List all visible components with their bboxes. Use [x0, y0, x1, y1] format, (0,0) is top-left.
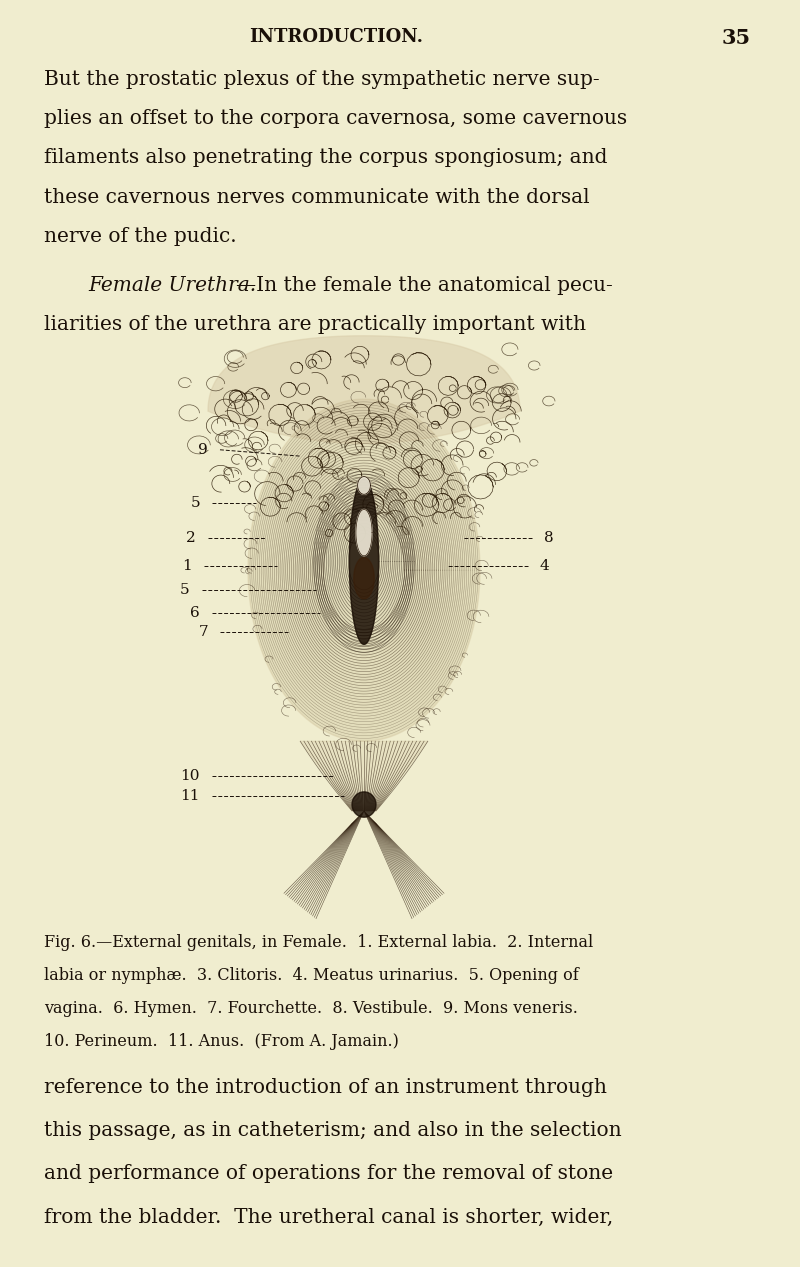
- Text: 6: 6: [190, 607, 200, 621]
- Polygon shape: [358, 476, 370, 494]
- Text: But the prostatic plexus of the sympathetic nerve sup-: But the prostatic plexus of the sympathe…: [44, 70, 600, 89]
- Text: 10. Perineum.  11. Anus.  (From A. Jamain.): 10. Perineum. 11. Anus. (From A. Jamain.…: [44, 1033, 399, 1049]
- Text: 8: 8: [544, 531, 554, 545]
- Text: filaments also penetrating the corpus spongiosum; and: filaments also penetrating the corpus sp…: [44, 148, 607, 167]
- Text: labia or nymphæ.  3. Clitoris.  4. Meatus urinarius.  5. Opening of: labia or nymphæ. 3. Clitoris. 4. Meatus …: [44, 967, 578, 983]
- Text: these cavernous nerves communicate with the dorsal: these cavernous nerves communicate with …: [44, 188, 590, 207]
- Polygon shape: [352, 792, 376, 817]
- Polygon shape: [248, 399, 480, 741]
- Text: and performance of operations for the removal of stone: and performance of operations for the re…: [44, 1164, 613, 1183]
- Text: 2: 2: [186, 531, 196, 545]
- Text: plies an offset to the corpora cavernosa, some cavernous: plies an offset to the corpora cavernosa…: [44, 109, 627, 128]
- Text: 9: 9: [198, 442, 208, 457]
- Polygon shape: [356, 509, 372, 556]
- Text: vagina.  6. Hymen.  7. Fourchette.  8. Vestibule.  9. Mons veneris.: vagina. 6. Hymen. 7. Fourchette. 8. Vest…: [44, 1000, 578, 1016]
- Text: this passage, as in catheterism; and also in the selection: this passage, as in catheterism; and als…: [44, 1121, 622, 1140]
- Text: —In the female the anatomical pecu-: —In the female the anatomical pecu-: [236, 276, 613, 295]
- Text: 11: 11: [181, 788, 200, 803]
- Text: liarities of the urethra are practically important with: liarities of the urethra are practically…: [44, 315, 586, 334]
- Text: 5: 5: [190, 497, 200, 511]
- Polygon shape: [354, 557, 374, 599]
- Text: reference to the introduction of an instrument through: reference to the introduction of an inst…: [44, 1078, 607, 1097]
- Polygon shape: [208, 336, 520, 443]
- Polygon shape: [350, 479, 378, 645]
- Text: Fig. 6.—External genitals, in Female.  1. External labia.  2. Internal: Fig. 6.—External genitals, in Female. 1.…: [44, 934, 594, 950]
- Text: 5: 5: [180, 583, 190, 597]
- Text: 10: 10: [181, 769, 200, 783]
- Text: 1: 1: [182, 559, 192, 573]
- Text: 7: 7: [198, 625, 208, 639]
- Text: INTRODUCTION.: INTRODUCTION.: [249, 28, 423, 46]
- Polygon shape: [300, 741, 428, 811]
- Text: 4: 4: [540, 559, 550, 573]
- Text: Female Urethra.: Female Urethra.: [88, 276, 256, 295]
- Text: from the bladder.  The uretheral canal is shorter, wider,: from the bladder. The uretheral canal is…: [44, 1207, 614, 1226]
- Text: 35: 35: [722, 28, 750, 48]
- Text: nerve of the pudic.: nerve of the pudic.: [44, 227, 237, 246]
